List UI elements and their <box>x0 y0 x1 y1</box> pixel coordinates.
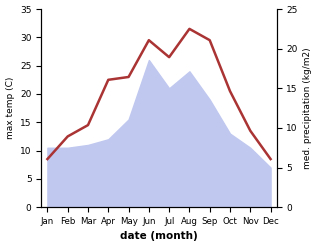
Y-axis label: max temp (C): max temp (C) <box>5 77 15 139</box>
Y-axis label: med. precipitation (kg/m2): med. precipitation (kg/m2) <box>303 47 313 169</box>
X-axis label: date (month): date (month) <box>120 231 198 242</box>
